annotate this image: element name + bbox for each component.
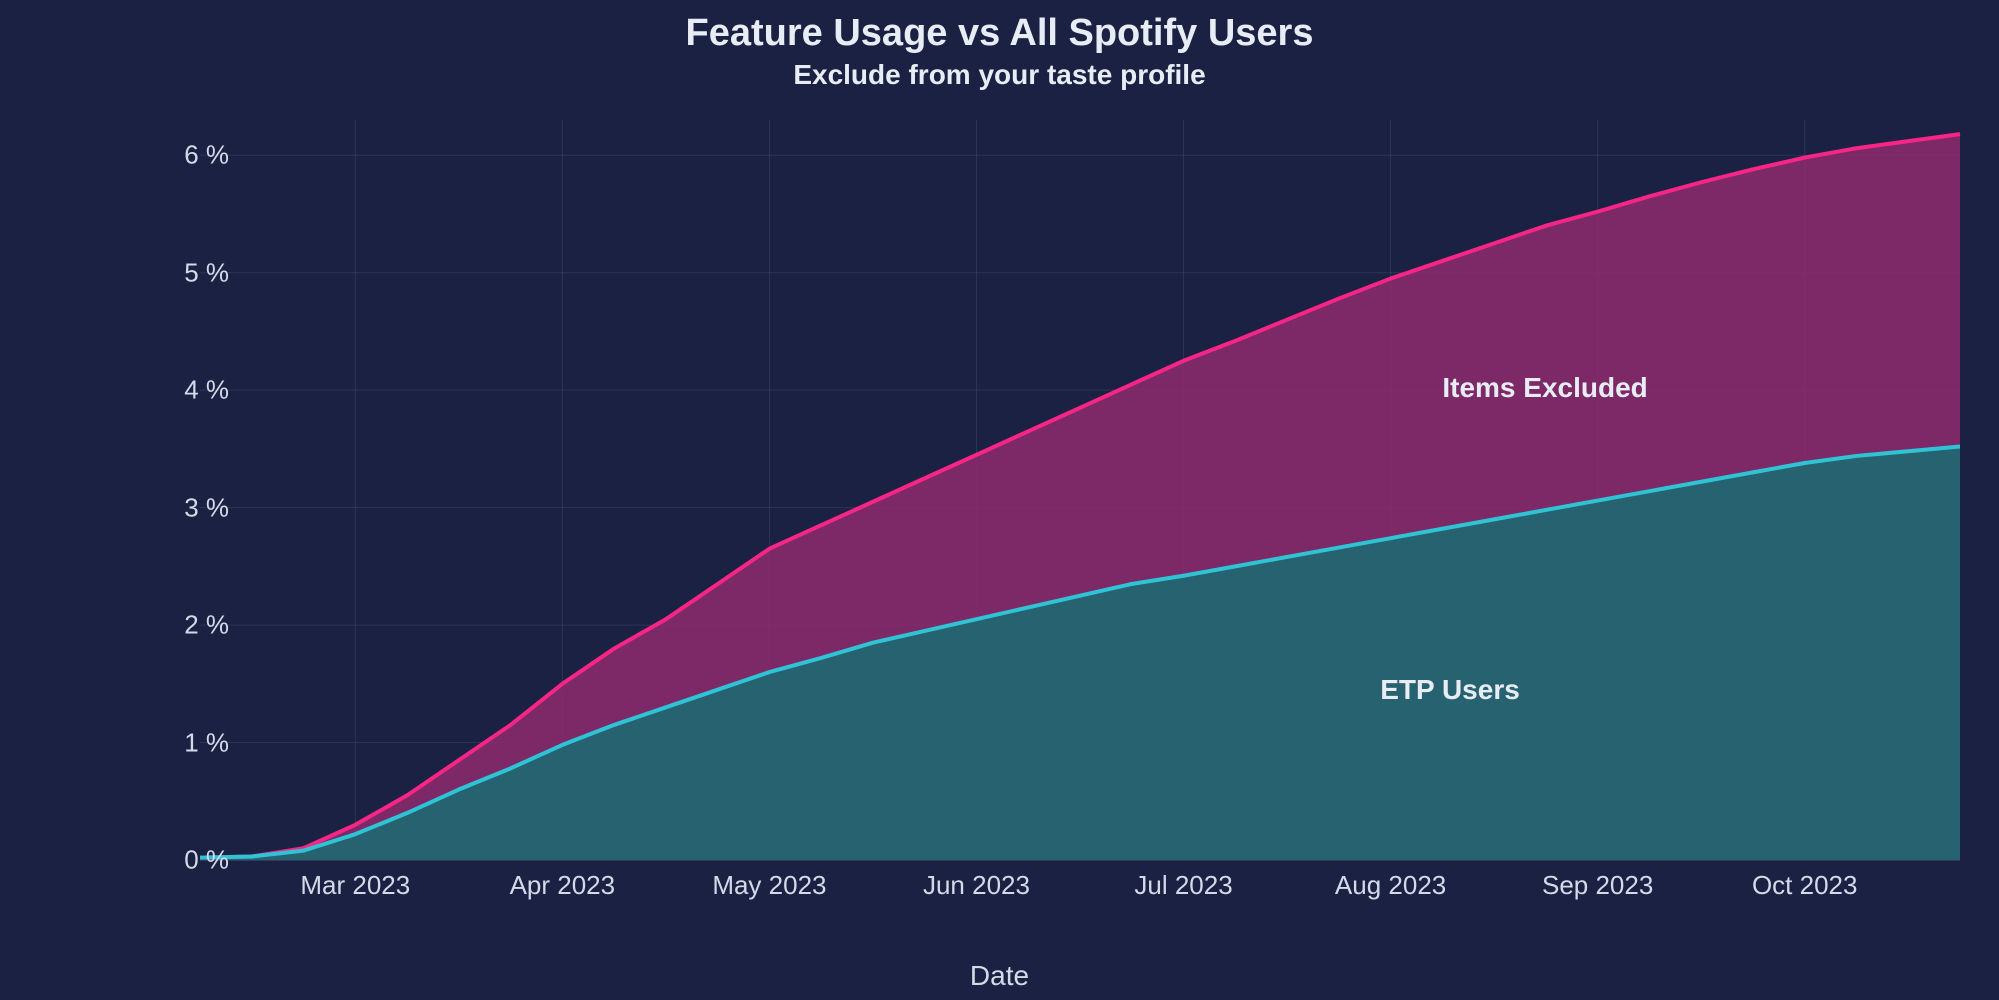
y-tick: 2 % [184, 610, 229, 641]
chart-container: Feature Usage vs All Spotify Users Exclu… [0, 0, 1999, 1000]
plot-area [200, 120, 1960, 860]
x-tick: Oct 2023 [1752, 870, 1858, 901]
y-tick: 6 % [184, 140, 229, 171]
x-tick: Apr 2023 [510, 870, 616, 901]
series-label-items-excluded: Items Excluded [1442, 372, 1647, 404]
y-tick: 4 % [184, 375, 229, 406]
series-label-etp-users: ETP Users [1380, 674, 1520, 706]
chart-title: Feature Usage vs All Spotify Users [0, 0, 1999, 55]
x-tick: Aug 2023 [1335, 870, 1446, 901]
y-tick: 1 % [184, 727, 229, 758]
x-axis-label: Date [970, 960, 1029, 992]
x-tick: Mar 2023 [300, 870, 410, 901]
x-tick: May 2023 [712, 870, 826, 901]
y-tick: 3 % [184, 492, 229, 523]
x-tick: Sep 2023 [1542, 870, 1653, 901]
chart-subtitle: Exclude from your taste profile [0, 59, 1999, 91]
y-tick: 5 % [184, 257, 229, 288]
x-tick: Jun 2023 [923, 870, 1030, 901]
chart-svg [200, 120, 1960, 860]
x-tick: Jul 2023 [1134, 870, 1232, 901]
y-tick: 0 % [184, 845, 229, 876]
